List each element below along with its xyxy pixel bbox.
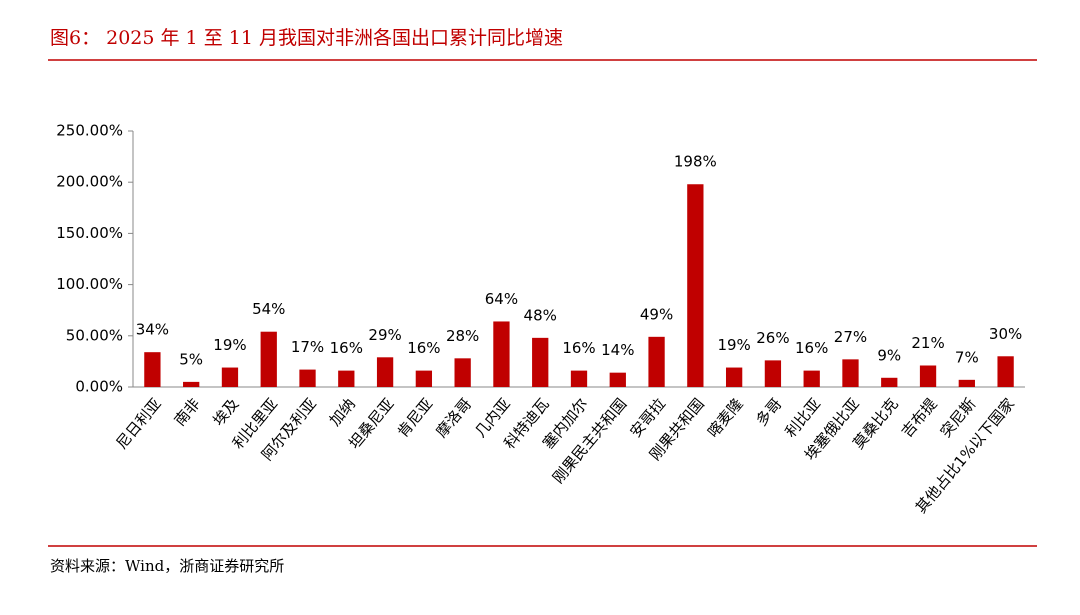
bar [919, 365, 937, 387]
bar [803, 370, 820, 387]
data-label: 49% [640, 305, 673, 323]
data-label: 29% [368, 326, 401, 344]
bar [997, 356, 1014, 387]
data-label: 21% [911, 334, 944, 352]
x-tick-label: 喀麦隆 [704, 395, 747, 441]
bar [687, 184, 704, 387]
y-tick-label: 100.00% [56, 275, 123, 293]
x-tick-label: 吉布提 [898, 395, 941, 441]
data-label: 14% [601, 341, 634, 359]
bar [299, 369, 316, 387]
data-label: 19% [213, 336, 246, 354]
data-label: 64% [485, 290, 518, 308]
data-label: 7% [955, 348, 979, 366]
bar [221, 367, 239, 387]
bar [725, 367, 743, 387]
x-tick-label: 南非 [171, 395, 204, 430]
chart-title: 图6： 2025 年 1 至 11 月我国对非洲各国出口累计同比增速 [50, 27, 563, 49]
data-label: 48% [524, 306, 557, 324]
data-label: 16% [795, 339, 828, 357]
bar [415, 370, 433, 387]
y-tick-label: 0.00% [75, 378, 123, 396]
bar [532, 337, 549, 387]
data-label: 26% [756, 329, 789, 347]
data-label: 19% [717, 336, 750, 354]
bar [842, 359, 859, 387]
data-label: 16% [562, 339, 595, 357]
data-label: 16% [407, 339, 440, 357]
x-tick-label: 埃及 [209, 395, 242, 430]
data-label: 9% [877, 346, 901, 364]
data-label: 198% [674, 153, 717, 171]
data-label: 17% [291, 338, 324, 356]
bar [376, 357, 394, 387]
bar [958, 379, 975, 387]
data-label: 34% [136, 321, 169, 339]
bar [881, 377, 898, 387]
data-label: 5% [179, 350, 203, 368]
y-tick-label: 250.00% [56, 122, 123, 140]
data-label: 28% [446, 327, 479, 345]
x-tick-label: 肯尼亚 [394, 395, 437, 441]
data-label: 16% [330, 339, 363, 357]
x-tick-label: 多哥 [752, 395, 785, 430]
bar [183, 381, 200, 387]
bar [764, 360, 782, 387]
y-tick-label: 50.00% [66, 326, 123, 344]
x-tick-label: 尼日利亚 [113, 395, 165, 453]
bar [454, 358, 471, 387]
bar [570, 370, 588, 387]
source-note: 资料来源：Wind，浙商证券研究所 [50, 557, 284, 575]
data-label: 27% [834, 328, 867, 346]
x-tick-label: 加纳 [326, 395, 359, 430]
y-tick-label: 150.00% [56, 224, 123, 242]
bar [144, 352, 161, 387]
bar [260, 331, 277, 387]
y-tick-label: 200.00% [56, 173, 123, 191]
bar [338, 370, 355, 387]
data-label: 30% [989, 325, 1022, 343]
x-tick-label: 摩洛哥 [432, 395, 475, 441]
bar [648, 336, 665, 387]
data-label: 54% [252, 300, 285, 318]
bar [609, 372, 626, 387]
bar [493, 321, 510, 387]
